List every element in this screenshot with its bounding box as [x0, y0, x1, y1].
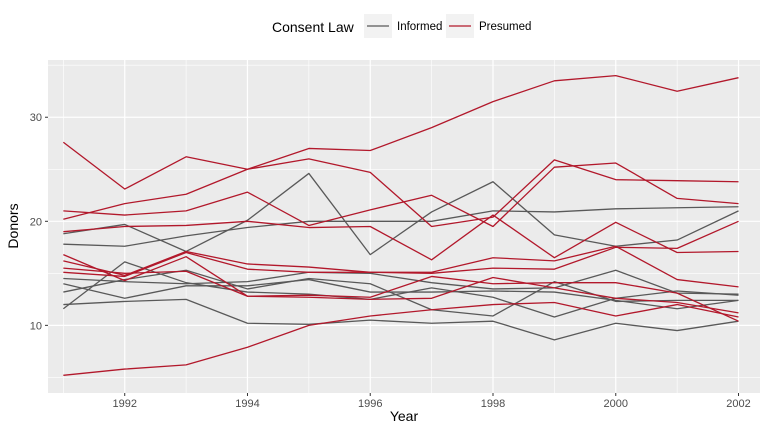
series-line-presumed	[63, 301, 739, 376]
legend-label-presumed: Presumed	[479, 21, 531, 33]
y-tick-label: 10	[30, 320, 42, 332]
series-line-informed	[63, 278, 739, 310]
series-line-presumed	[62, 74, 739, 190]
x-tick-label: 1998	[481, 398, 505, 410]
series-layer	[62, 74, 739, 376]
x-tick-label: 1992	[112, 398, 136, 410]
series-line-informed	[63, 172, 739, 256]
legend: Consent Law Informed Presumed	[272, 14, 531, 38]
x-tick-label: 2000	[604, 398, 628, 410]
y-axis: 10 20 30	[30, 112, 48, 332]
legend-label-informed: Informed	[397, 21, 442, 33]
y-tick-label: 20	[30, 216, 42, 228]
x-axis-title: Year	[390, 408, 419, 424]
series-line-informed	[63, 206, 739, 247]
series-line-presumed	[63, 220, 739, 278]
series-line-informed	[62, 261, 739, 318]
plot-panel	[48, 60, 760, 393]
x-tick-label: 2002	[726, 398, 750, 410]
series-line-informed	[63, 269, 739, 295]
series-line-presumed	[63, 267, 739, 322]
series-line-informed	[63, 298, 739, 341]
x-tick-label: 1994	[235, 398, 259, 410]
series-line-presumed	[63, 162, 739, 228]
x-axis: 1992 1994 1996 1998 2000 2002	[112, 393, 751, 410]
series-line-presumed	[63, 254, 739, 314]
x-tick-label: 1996	[358, 398, 382, 410]
y-tick-label: 30	[30, 112, 42, 124]
series-line-presumed	[63, 214, 739, 261]
series-line-presumed	[63, 158, 739, 228]
y-axis-title: Donors	[5, 203, 21, 248]
legend-title: Consent Law	[272, 19, 355, 35]
